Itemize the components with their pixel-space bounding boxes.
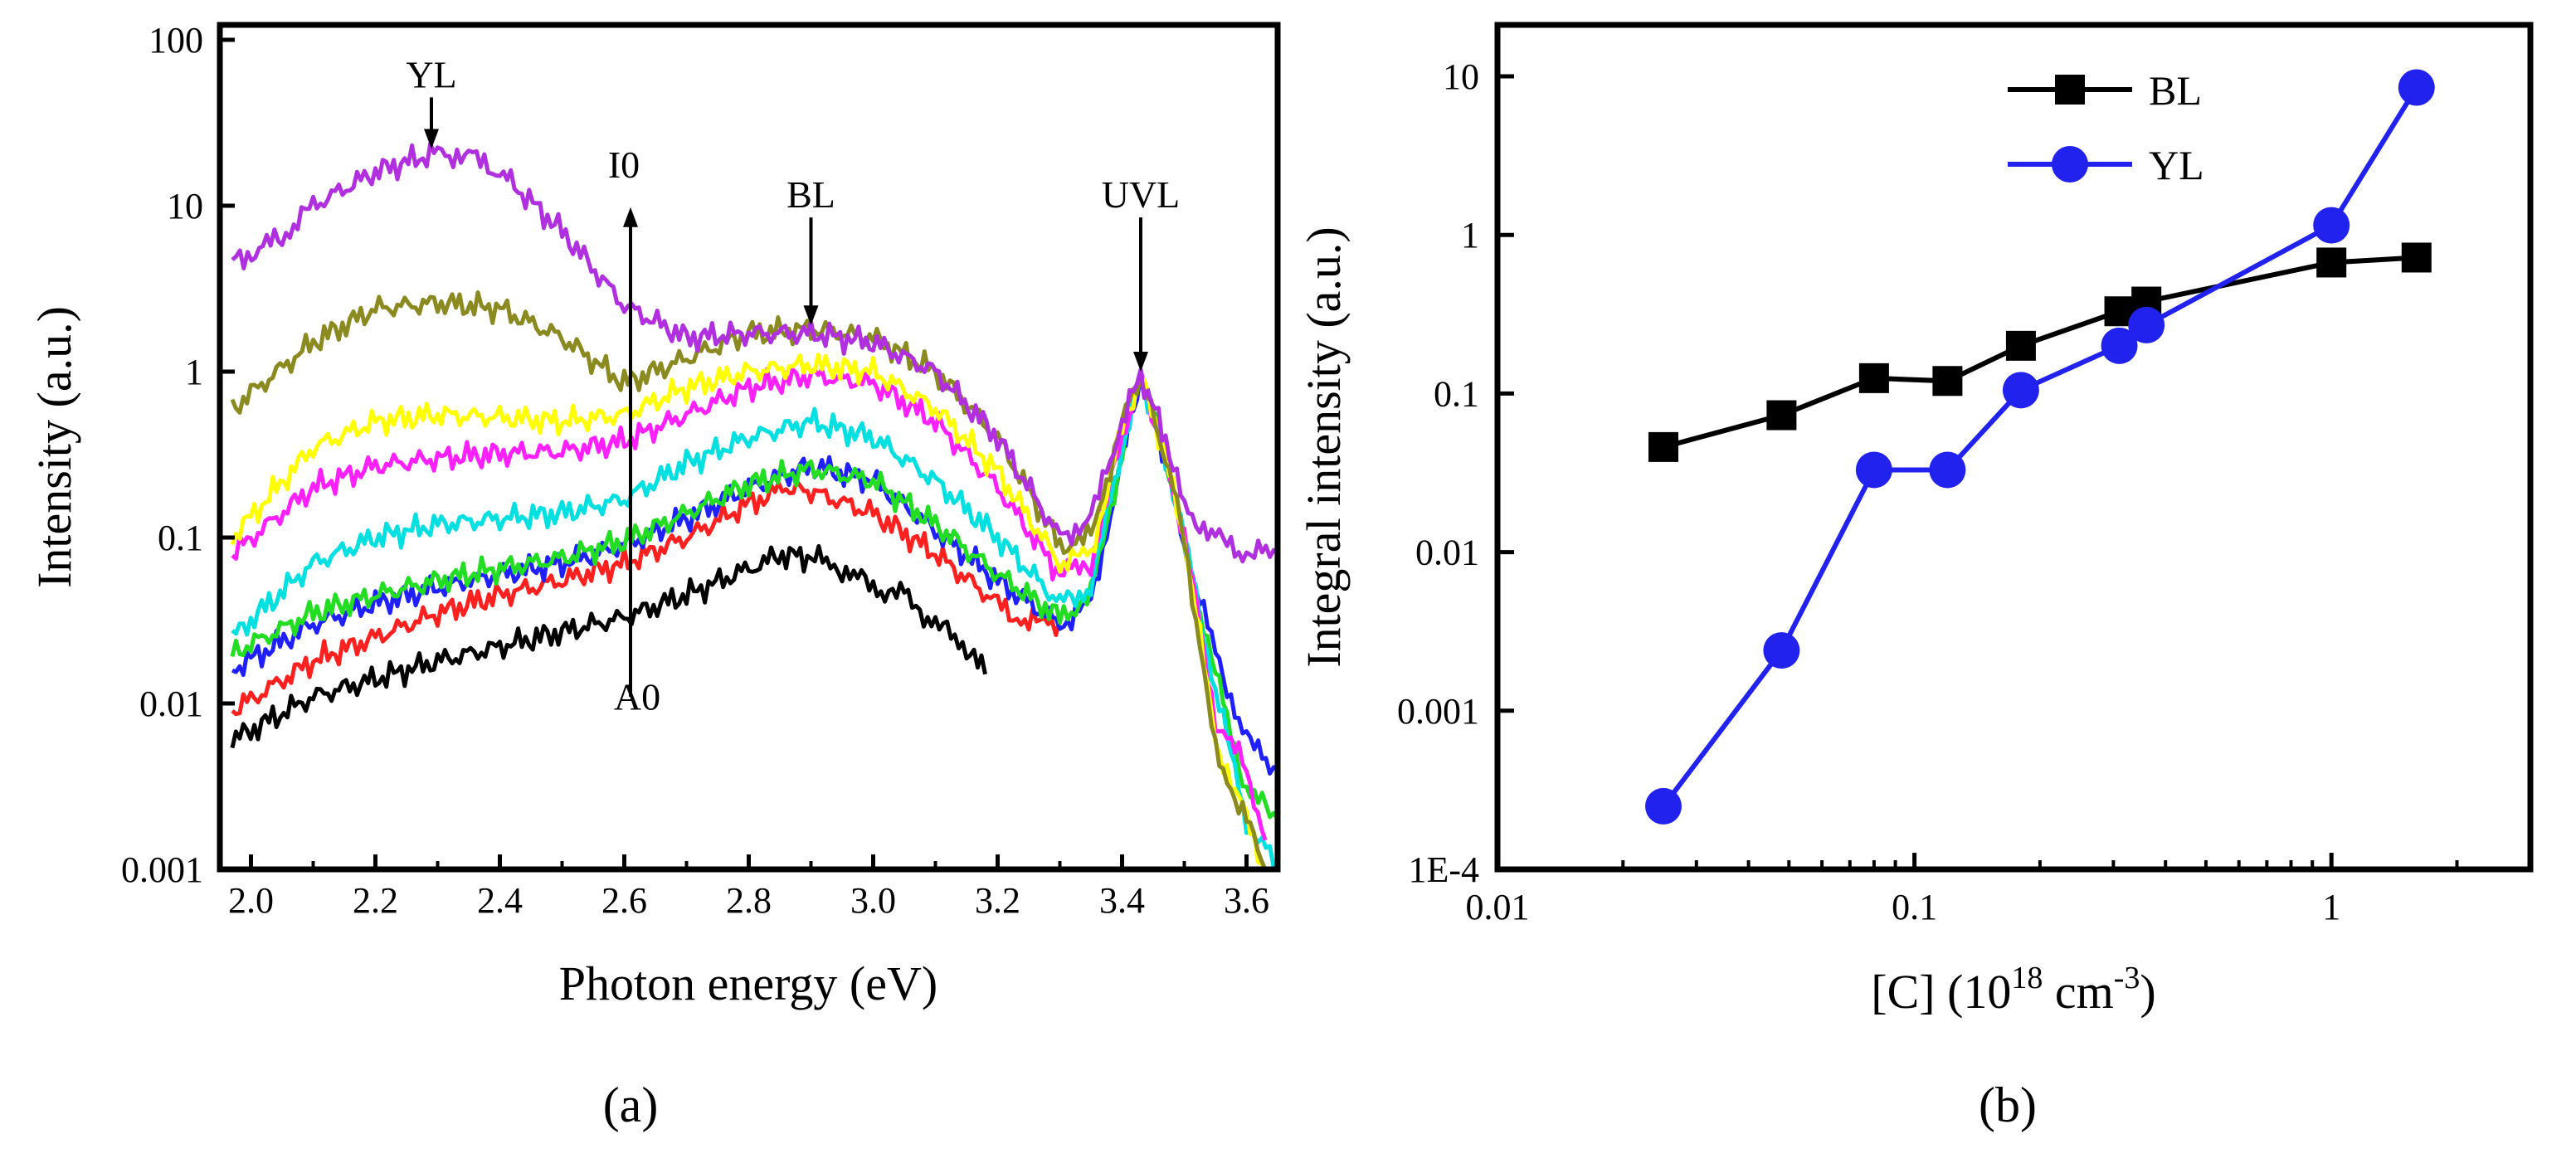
marker-bl: [1858, 363, 1889, 393]
y-tick-label: 0.001: [121, 849, 203, 890]
panel-b-xlabel-sup1: 18: [2011, 961, 2043, 995]
panel-b-plot-frame: [1494, 22, 2534, 873]
series-line-yl: [1661, 85, 2419, 808]
legend-label-bl: BL: [2149, 67, 2202, 114]
y-tick-label: 0.1: [1434, 373, 1479, 414]
y-tick-label: 0.01: [1415, 533, 1479, 573]
panel-b-xlabel-part1: [C] (10: [1871, 965, 2011, 1019]
panel-b-legend: BL YL: [2008, 67, 2204, 188]
panel-a: 2.0 2.2 2.4 2.6 2.8 3.0 3.2 3.4 3.6 0.001 0.01 0.1 1…: [27, 20, 1281, 1132]
x-tick-label: 3.2: [975, 880, 1020, 921]
marker-yl: [1855, 451, 1892, 489]
x-tick-label: 2.4: [477, 880, 523, 921]
arrow-bl-head: [803, 305, 819, 326]
x-tick-label: 0.01: [1466, 887, 1530, 927]
arrow-uvl-head: [1133, 352, 1148, 372]
panel-a-ylabel: Intensity (a.u.): [27, 306, 81, 588]
panel-b-xlabel-sup2: -3: [2114, 961, 2140, 995]
i0-arrow-head: [623, 207, 638, 227]
x-tick-label: 3.4: [1099, 880, 1145, 921]
panel-a-annotations: YL BL UVL I0 A0: [406, 53, 1180, 718]
y-tick-label: 10: [167, 186, 203, 226]
legend-marker-yl: [2052, 146, 2088, 182]
x-tick-label: 2.0: [228, 880, 274, 921]
x-tick-label: 3.0: [850, 880, 896, 921]
panel-b-series-group: [1645, 69, 2435, 825]
y-tick-label: 100: [149, 20, 203, 61]
marker-yl: [2313, 207, 2350, 244]
series-line-cyan: [231, 368, 1279, 872]
panel-b-xlabel-part2: cm: [2043, 965, 2113, 1019]
marker-bl: [1932, 366, 1963, 397]
panel-b-xlabel-part3: ): [2140, 965, 2155, 1019]
y-tick-label: 1: [185, 352, 203, 392]
x-tick-label: 0.1: [1892, 887, 1937, 927]
legend-marker-bl: [2055, 75, 2085, 105]
annotation-i0: I0: [608, 144, 640, 186]
series-line-black: [230, 543, 987, 749]
marker-bl: [1648, 431, 1679, 462]
series-line-red: [231, 479, 1062, 717]
panel-a-ticks: 2.0 2.2 2.4 2.6 2.8 3.0 3.2 3.4 3.6 0.001 0.01 0.1 1…: [121, 20, 1269, 921]
annotation-bl: BL: [786, 173, 835, 216]
series-line-magenta: [231, 367, 1268, 841]
panel-a-series-group: [230, 141, 1280, 872]
x-tick-label: 1: [2322, 887, 2340, 927]
annotation-yl: YL: [406, 53, 456, 95]
marker-yl: [2002, 372, 2039, 409]
series-line-yellow: [230, 353, 1268, 871]
marker-yl: [2398, 69, 2435, 106]
marker-bl: [2316, 247, 2347, 278]
x-tick-label: 3.6: [1224, 880, 1269, 921]
y-tick-label: 1E-4: [1408, 849, 1479, 890]
y-tick-label: 10: [1443, 56, 1479, 97]
marker-yl: [2101, 327, 2138, 364]
y-tick-label: 0.001: [1397, 691, 1479, 732]
marker-bl: [1766, 400, 1797, 431]
x-tick-label: 2.6: [601, 880, 647, 921]
marker-yl: [1645, 787, 1682, 825]
marker-bl: [2005, 330, 2036, 361]
series-line-purple: [231, 141, 1279, 564]
panel-b-caption: (b): [1979, 1078, 2037, 1132]
panel-b: 0.01 0.1 1 1E-4 0.001 0.01 0.1 1 10 BL YL [C] (1…: [1297, 22, 2534, 1132]
y-tick-label: 1: [1461, 215, 1479, 255]
legend-label-yl: YL: [2149, 142, 2204, 188]
marker-yl: [2128, 306, 2165, 343]
panel-b-ticks: 0.01 0.1 1 1E-4 0.001 0.01 0.1 1 10: [1397, 56, 2459, 927]
arrow-yl-head: [424, 129, 439, 149]
y-tick-label: 0.01: [139, 684, 203, 724]
marker-yl: [1763, 632, 1800, 669]
panel-a-xlabel: Photon energy (eV): [559, 956, 937, 1010]
annotation-uvl: UVL: [1102, 173, 1181, 216]
panel-b-xlabel: [C] (1018 cm-3): [1871, 961, 2155, 1019]
y-tick-label: 0.1: [158, 518, 203, 558]
marker-yl: [1929, 451, 1966, 489]
panel-a-caption: (a): [603, 1078, 659, 1132]
marker-bl: [2401, 242, 2432, 273]
panel-b-ylabel: Integral intensity (a.u.): [1297, 226, 1351, 668]
annotation-a0: A0: [614, 676, 660, 718]
x-tick-label: 2.2: [353, 880, 398, 921]
x-tick-label: 2.8: [726, 880, 772, 921]
